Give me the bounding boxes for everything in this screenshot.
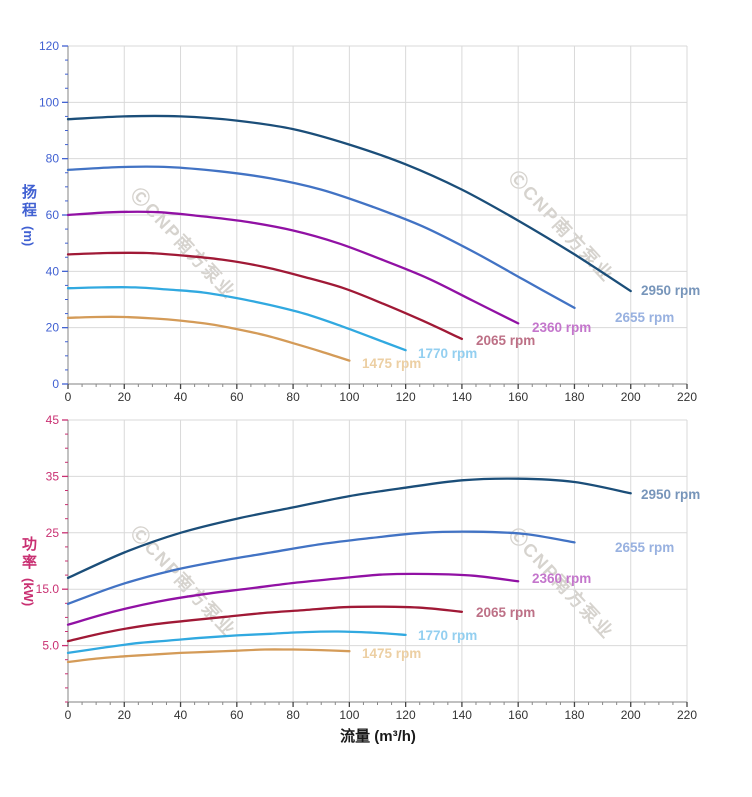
curve-2360-rpm [66,572,520,626]
y-tick-label: 60 [46,208,60,222]
curve-1770-rpm [66,630,407,655]
x-tick-label: 140 [452,708,472,722]
y-tick-label: 25 [46,526,60,540]
x-tick-label: 120 [396,390,416,404]
x-tick-label: 20 [118,390,132,404]
curve-2655-rpm [66,165,576,310]
x-tick-label: 60 [230,390,244,404]
x-tick-label: 160 [508,390,528,404]
series-label-2950-rpm: 2950 rpm [641,283,700,298]
x-axis-title: 流量 (m³/h) [340,728,416,745]
x-tick-label: 80 [286,708,300,722]
x-tick-label: 160 [508,708,528,722]
curve-2065-rpm [66,605,464,643]
series-label-2655-rpm: 2655 rpm [615,540,674,555]
series-label-1475-rpm: 1475 rpm [362,356,421,371]
series-label-1770-rpm: 1770 rpm [418,628,477,643]
y-tick-label: 45 [46,413,60,427]
x-tick-label: 220 [677,708,697,722]
y-tick-label: 80 [46,152,60,166]
x-tick-label: 20 [118,708,132,722]
curve-2065-rpm [66,251,464,341]
y-tick-label: 100 [39,95,59,109]
curve-1475-rpm [66,648,351,664]
y-tick-label: 35 [46,469,60,483]
y-axis-title-head-text: 扬程 [20,184,37,220]
y-tick-label: 20 [46,321,60,335]
y-tick-label: 0 [52,377,59,391]
curve-2950-rpm [66,477,632,580]
y-tick-label: 120 [39,39,59,53]
series-label-2655-rpm: 2655 rpm [615,310,674,325]
series-label-2065-rpm: 2065 rpm [476,333,535,348]
x-tick-label: 200 [621,708,641,722]
x-tick-label: 180 [564,390,584,404]
series-label-1475-rpm: 1475 rpm [362,646,421,661]
x-tick-label: 100 [339,708,359,722]
y-tick-label: 40 [46,264,60,278]
curve-2655-rpm [66,530,576,606]
x-tick-label: 0 [65,390,72,404]
x-tick-label: 80 [286,390,300,404]
x-tick-label: 40 [174,390,188,404]
x-tick-label: 200 [621,390,641,404]
x-tick-label: 120 [396,708,416,722]
x-tick-label: 220 [677,390,697,404]
x-tick-label: 60 [230,708,244,722]
y-axis-title-head: 扬程 (m) [20,184,37,247]
series-label-2360-rpm: 2360 rpm [532,320,591,335]
series-label-2950-rpm: 2950 rpm [641,487,700,502]
series-label-1770-rpm: 1770 rpm [418,346,477,361]
y-axis-title-power: 功率 (kW) [20,536,37,607]
series-label-2360-rpm: 2360 rpm [532,571,591,586]
curve-1770-rpm [66,286,407,352]
x-tick-label: 0 [65,708,72,722]
x-tick-label: 140 [452,390,472,404]
y-tick-label: 5.0 [42,639,59,653]
y-axis-title-power-unit: (kW) [21,578,36,607]
series-label-2065-rpm: 2065 rpm [476,605,535,620]
x-tick-label: 40 [174,708,188,722]
curve-1475-rpm [66,315,351,362]
y-axis-title-head-unit: (m) [21,226,36,247]
x-tick-label: 180 [564,708,584,722]
x-tick-label: 100 [339,390,359,404]
y-axis-title-power-text: 功率 [20,536,37,572]
curve-2950-rpm [66,114,632,293]
y-tick-label: 15.0 [36,582,60,596]
curve-2360-rpm [66,210,520,325]
